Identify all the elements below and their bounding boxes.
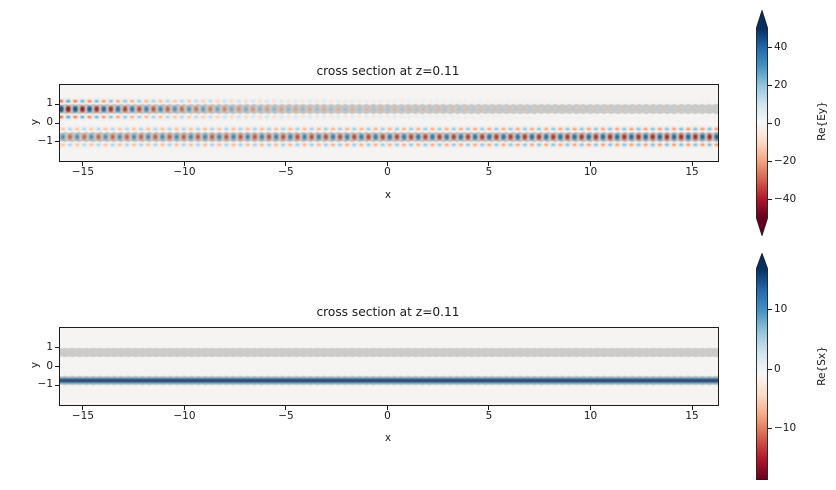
colorbar-tick-label: 10 xyxy=(774,303,788,316)
x-tick-label: 5 xyxy=(485,410,493,422)
x-tick xyxy=(488,406,490,410)
colorbar-label-sx: Re{Sx} xyxy=(816,346,828,386)
x-tick-label: −5 xyxy=(278,410,294,422)
y-tick xyxy=(55,103,59,105)
plot-title-ey: cross section at z=0.11 xyxy=(316,64,460,78)
x-tick xyxy=(285,162,287,166)
x-tick xyxy=(82,406,84,410)
colorbar-sx-gradient xyxy=(756,252,768,480)
colorbar-sx xyxy=(756,252,768,484)
colorbar-tick xyxy=(768,368,772,370)
y-tick xyxy=(55,347,59,349)
x-tick xyxy=(82,162,84,166)
colorbar-tick-label: 40 xyxy=(774,40,788,53)
x-tick xyxy=(691,162,693,166)
colorbar-tick xyxy=(768,84,772,86)
plot-title-sx: cross section at z=0.11 xyxy=(316,305,460,319)
colorbar-tick xyxy=(768,122,772,124)
x-tick-label: −15 xyxy=(71,410,95,422)
x-tick-label: 15 xyxy=(685,410,699,422)
y-tick xyxy=(55,384,59,386)
colorbar-ey xyxy=(756,9,768,240)
colorbar-tick-label: 20 xyxy=(774,78,788,91)
x-tick xyxy=(590,162,591,166)
colorbar-tick xyxy=(768,46,772,48)
x-tick xyxy=(183,406,185,410)
x-axis-label-sx: x xyxy=(384,432,392,444)
x-tick-label: 10 xyxy=(583,166,598,178)
y-tick-label: 0 xyxy=(46,116,53,128)
colorbar-label-ey: Re{Ey} xyxy=(816,101,828,141)
y-tick-label: 0 xyxy=(46,359,53,372)
x-tick xyxy=(488,162,490,166)
x-axis-label-ey: x xyxy=(384,189,392,201)
x-tick xyxy=(183,162,185,166)
sx-field-heatmap xyxy=(60,328,718,405)
y-tick-label: −1 xyxy=(37,134,53,147)
colorbar-tick-label: −20 xyxy=(774,154,797,167)
y-tick xyxy=(55,141,59,143)
x-tick-label: −15 xyxy=(71,166,95,178)
colorbar-tick-label: 0 xyxy=(774,116,781,129)
x-tick-label: −5 xyxy=(278,166,294,178)
ey-field-heatmap xyxy=(60,85,718,161)
plot-area-sx xyxy=(59,327,719,406)
colorbar-tick xyxy=(768,160,772,162)
x-tick xyxy=(691,406,693,410)
x-tick xyxy=(590,406,591,410)
x-tick-label: 15 xyxy=(685,166,699,178)
colorbar-tick-label: −10 xyxy=(774,422,797,435)
y-tick-label: −1 xyxy=(37,378,53,391)
colorbar-ey-gradient xyxy=(756,9,768,237)
x-tick-label: 10 xyxy=(583,410,598,422)
y-tick-label: 1 xyxy=(46,340,53,353)
x-tick-label: −10 xyxy=(173,166,196,178)
x-tick-label: 0 xyxy=(384,410,391,422)
x-tick xyxy=(386,406,388,410)
y-tick xyxy=(55,122,59,124)
colorbar-tick xyxy=(768,198,772,200)
colorbar-tick xyxy=(768,428,772,430)
x-tick xyxy=(386,162,388,166)
y-tick xyxy=(55,366,59,367)
x-tick-label: −10 xyxy=(173,410,196,422)
colorbar-tick xyxy=(768,309,772,311)
plot-area-ey xyxy=(59,84,719,162)
colorbar-tick-label: −40 xyxy=(774,192,797,205)
colorbar-tick-label: 0 xyxy=(774,362,781,375)
x-tick-label: 5 xyxy=(485,166,493,178)
x-tick xyxy=(285,406,287,410)
x-tick-label: 0 xyxy=(384,166,391,178)
y-tick-label: 1 xyxy=(46,97,53,110)
